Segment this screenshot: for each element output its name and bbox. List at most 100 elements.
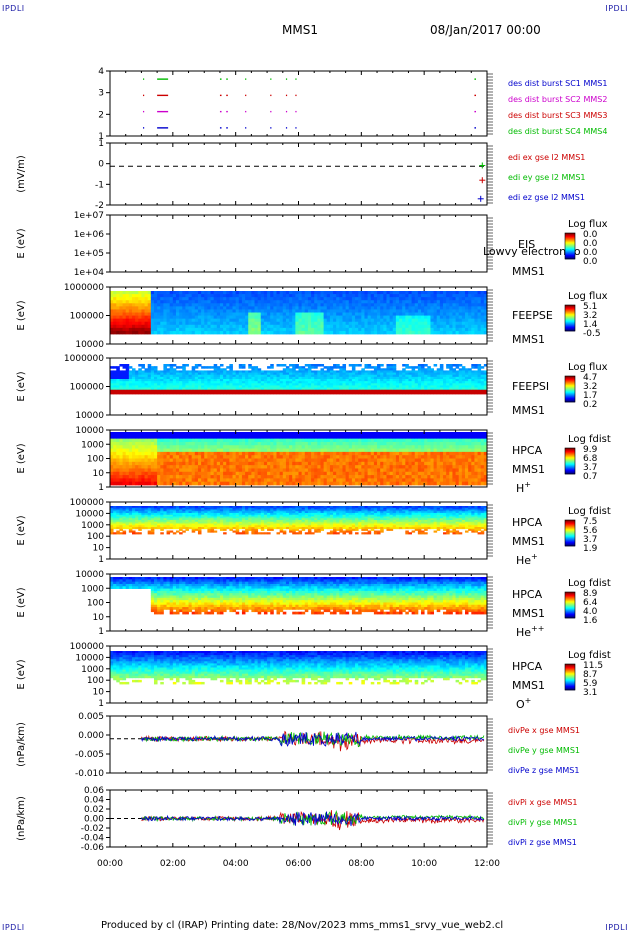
spectrogram-cell xyxy=(483,383,488,386)
spectrogram-cell xyxy=(367,306,372,310)
spectrogram-cell xyxy=(399,324,403,329)
spectrogram-cell xyxy=(122,432,127,436)
spectrogram-cell xyxy=(273,330,277,335)
spectrogram-cell xyxy=(480,366,485,369)
spectrogram-cell xyxy=(279,432,284,436)
spectrogram-cell xyxy=(125,372,130,376)
spectrogram-cell xyxy=(370,379,375,382)
spectrogram-cell xyxy=(166,455,171,459)
spectrogram-cell xyxy=(383,372,387,376)
spectrogram-cell xyxy=(138,383,142,386)
spectrogram-cell xyxy=(270,376,274,380)
spectrogram-cell xyxy=(329,435,334,440)
spectrogram-cell xyxy=(128,306,133,310)
spectrogram-cell xyxy=(197,468,202,473)
spectrogram-cell xyxy=(270,432,274,436)
spectrogram-cell xyxy=(254,297,259,301)
spectrogram-cell xyxy=(248,370,252,373)
spectrogram-cell xyxy=(229,306,233,310)
spectrogram-cell xyxy=(279,465,284,469)
spectrogram-cell xyxy=(326,455,331,459)
spectrogram-cell xyxy=(483,300,488,304)
spectrogram-cell xyxy=(414,366,419,369)
spectrogram-cell xyxy=(339,468,343,473)
spectrogram-cell xyxy=(358,294,362,298)
colorbar-segment xyxy=(565,388,575,390)
spectrogram-cell xyxy=(323,468,328,473)
colorbar-segment xyxy=(565,320,575,322)
spectrogram-cell xyxy=(188,300,193,304)
spectrogram-cell xyxy=(301,327,306,332)
spectrogram-cell xyxy=(285,372,290,376)
colorbar-tick-label: 4.7 xyxy=(583,373,597,383)
spectrogram-cell xyxy=(373,391,378,395)
spectrogram-cell xyxy=(370,391,375,395)
spectrogram-cell xyxy=(144,389,149,393)
spectrogram-cell xyxy=(232,330,237,335)
spectrogram-cell xyxy=(295,383,299,386)
spectrogram-cell xyxy=(292,306,296,310)
spectrogram-cell xyxy=(298,306,303,310)
spectrogram-cell xyxy=(219,364,224,367)
spectrogram-cell xyxy=(405,315,409,320)
spectrogram-cell xyxy=(172,309,177,313)
spectrogram-cell xyxy=(160,468,164,473)
spectrogram-cell xyxy=(257,455,262,459)
spectrogram-cell xyxy=(333,376,337,380)
spectrogram-cell xyxy=(317,379,321,382)
spectrogram-cell xyxy=(194,391,199,395)
spectrogram-cell xyxy=(147,481,152,486)
spectrogram-cell xyxy=(301,451,306,456)
spectrogram-cell xyxy=(399,294,403,298)
spectrogram-cell xyxy=(377,321,381,326)
spectrogram-cell xyxy=(408,300,412,304)
spectrogram-cell xyxy=(179,291,183,295)
spectrogram-cell xyxy=(345,312,350,316)
spectrogram-cell xyxy=(248,330,252,335)
spectrogram-cell xyxy=(238,468,243,473)
spectrogram-cell xyxy=(207,441,211,446)
spectrogram-cell xyxy=(131,391,136,395)
spectrogram-cell xyxy=(241,315,246,320)
spectrogram-cell xyxy=(282,376,287,380)
spectrogram-cell xyxy=(380,387,384,391)
spectrogram-cell xyxy=(119,318,123,323)
spectrogram-cell xyxy=(241,366,246,369)
spectrogram-cell xyxy=(326,391,331,395)
spectrogram-cell xyxy=(219,475,224,479)
spectrogram-cell xyxy=(468,315,472,320)
spectrogram-cell xyxy=(339,376,343,380)
spectrogram-cell xyxy=(191,370,196,373)
spectrogram-cell xyxy=(141,471,145,476)
spectrogram-cell xyxy=(241,468,246,473)
spectrogram-cell xyxy=(251,451,255,456)
spectrogram-cell xyxy=(304,387,309,391)
spectrogram-cell xyxy=(172,297,177,301)
spectrogram-cell xyxy=(229,445,233,449)
spectrogram-cell xyxy=(169,381,174,384)
spectrogram-cell xyxy=(248,376,252,380)
spectrogram-cell xyxy=(461,321,466,326)
spectrogram-cell xyxy=(241,389,246,393)
spectrogram-cell xyxy=(333,364,337,367)
spectrogram-cell xyxy=(295,366,299,369)
spectrogram-cell xyxy=(317,324,321,329)
spectrogram-cell xyxy=(185,303,189,307)
spectrogram-cell xyxy=(452,312,456,316)
spectrogram-cell xyxy=(131,438,136,443)
spectrogram-cell xyxy=(179,435,183,440)
spectrogram-cell xyxy=(471,381,475,384)
spectrogram-cell xyxy=(263,315,268,320)
spectrogram-cell xyxy=(204,300,208,304)
spectrogram-cell xyxy=(169,324,174,329)
spectrogram-cell xyxy=(323,455,328,459)
spectrogram-cell xyxy=(251,330,255,335)
spectrogram-cell xyxy=(147,366,152,369)
spectrogram-cell xyxy=(144,441,149,446)
spectrogram-cell xyxy=(210,303,215,307)
colorbar-segment xyxy=(565,237,575,239)
spectrogram-cell xyxy=(260,455,265,459)
spectrogram-cell xyxy=(166,445,171,449)
spectrogram-cell xyxy=(304,391,309,395)
spectrogram-cell xyxy=(273,435,277,440)
